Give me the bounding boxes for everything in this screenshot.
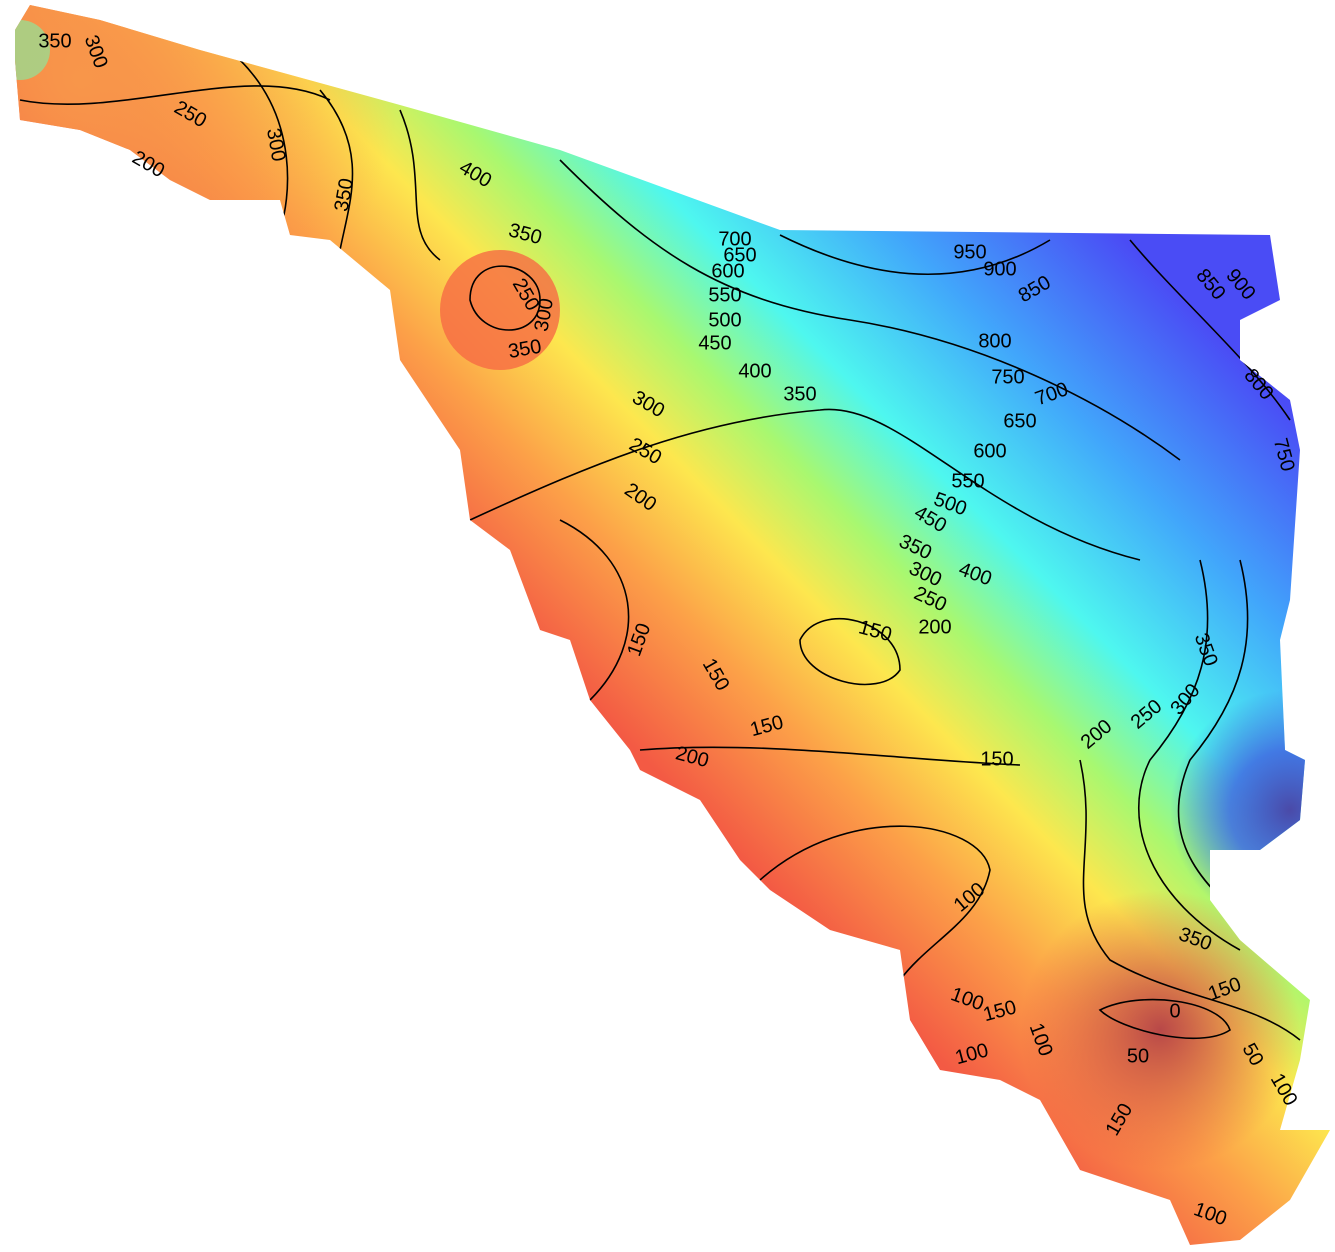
contour-label: 950	[953, 241, 986, 263]
contour-label: 900	[983, 258, 1016, 280]
contour-label: 400	[738, 360, 771, 382]
contour-label: 600	[973, 440, 1006, 462]
contour-label: 550	[951, 470, 984, 492]
contour-label: 550	[708, 284, 741, 306]
contour-label: 200	[918, 616, 951, 638]
contour-label: 650	[1003, 410, 1036, 432]
contour-label: 0	[1169, 1000, 1180, 1022]
contour-label: 650	[723, 244, 756, 266]
contour-label: 150	[980, 748, 1013, 770]
contour-label: 750	[991, 366, 1024, 388]
contour-label: 600	[711, 260, 744, 282]
contour-label: 350	[783, 383, 816, 405]
contour-label: 350	[38, 30, 71, 52]
contour-label: 800	[978, 330, 1011, 352]
contour-label: 50	[1127, 1045, 1149, 1067]
contour-label: 700	[718, 228, 751, 250]
contour-label: 500	[708, 309, 741, 331]
contour-label: 450	[698, 332, 731, 354]
